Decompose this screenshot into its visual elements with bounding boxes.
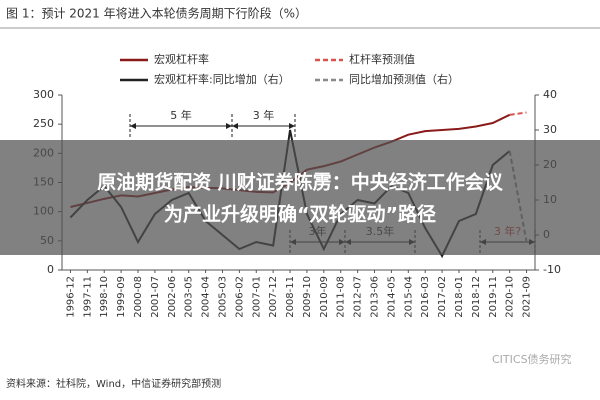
y-tick-label: 0 bbox=[47, 263, 54, 276]
x-tick-label: 2021-09 bbox=[522, 276, 533, 318]
x-tick-label: 2000-08 bbox=[133, 276, 144, 318]
x-tick-label: 1998-10 bbox=[99, 276, 110, 318]
x-tick-label: 2012-07 bbox=[353, 276, 364, 318]
x-tick-label: 2006-02 bbox=[234, 276, 245, 318]
x-tick-label: 2008-11 bbox=[285, 276, 296, 318]
x-tick-label: 2007-01 bbox=[251, 276, 262, 318]
x-tick-label: 2003-05 bbox=[184, 276, 195, 318]
y2-tick-label: -10 bbox=[543, 263, 561, 276]
x-tick-label: 2018-12 bbox=[471, 276, 482, 318]
x-tick-label: 2005-03 bbox=[217, 276, 228, 318]
x-tick-label: 1996-12 bbox=[65, 276, 76, 318]
x-tick-label: 2017-02 bbox=[437, 276, 448, 318]
x-tick-label: 2018-01 bbox=[454, 276, 465, 318]
x-tick-label: 2016-03 bbox=[420, 276, 431, 318]
x-tick-label: 2015-04 bbox=[403, 276, 414, 318]
y-tick-label: 300 bbox=[33, 88, 54, 101]
x-tick-label: 2009-10 bbox=[302, 276, 313, 318]
x-tick-label: 2013-06 bbox=[370, 276, 381, 318]
watermark: CITICS债务研究 bbox=[492, 352, 572, 366]
x-tick-label: 2004-04 bbox=[201, 276, 212, 318]
banner-line: 原油期货配资 川财证券陈雳：中央经济工作会议 bbox=[97, 171, 504, 194]
source: 资料来源：社科院，Wind，中信证券研究部预测 bbox=[6, 377, 221, 390]
x-tick-label: 1997-11 bbox=[82, 276, 93, 318]
x-tick-label: 2001-07 bbox=[150, 276, 161, 318]
x-tick-label: 2014-05 bbox=[386, 276, 397, 318]
x-tick-label: 1999-09 bbox=[116, 276, 127, 318]
x-tick-label: 2002-06 bbox=[167, 276, 178, 318]
annotation: 5 年 bbox=[170, 108, 192, 122]
banner-background bbox=[0, 140, 600, 255]
y2-tick-label: 30 bbox=[543, 123, 557, 136]
legend-label: 宏观杠杆率:同比增加（右） bbox=[154, 72, 290, 86]
x-tick-label: 2011-08 bbox=[336, 276, 347, 318]
x-tick-label: 2010-09 bbox=[319, 276, 330, 318]
banner-line: 为产业升级明确“双轮驱动”路径 bbox=[164, 203, 436, 226]
x-tick-label: 2020-10 bbox=[505, 276, 516, 318]
x-tick-label: 2019-11 bbox=[488, 276, 499, 318]
y2-tick-label: 40 bbox=[543, 88, 557, 101]
y-tick-label: 250 bbox=[33, 117, 54, 130]
annotation: 3 年 bbox=[253, 108, 275, 122]
x-tick-label: 2007-12 bbox=[268, 276, 279, 318]
legend-label: 宏观杠杆率 bbox=[154, 52, 209, 66]
legend-label: 同比增加预测值（右） bbox=[349, 72, 459, 86]
chart-title: 图 1：预计 2021 年将进入本轮债务周期下行阶段（%） bbox=[6, 6, 307, 21]
legend-label: 杠杆率预测值 bbox=[349, 52, 415, 66]
line bbox=[509, 111, 527, 116]
